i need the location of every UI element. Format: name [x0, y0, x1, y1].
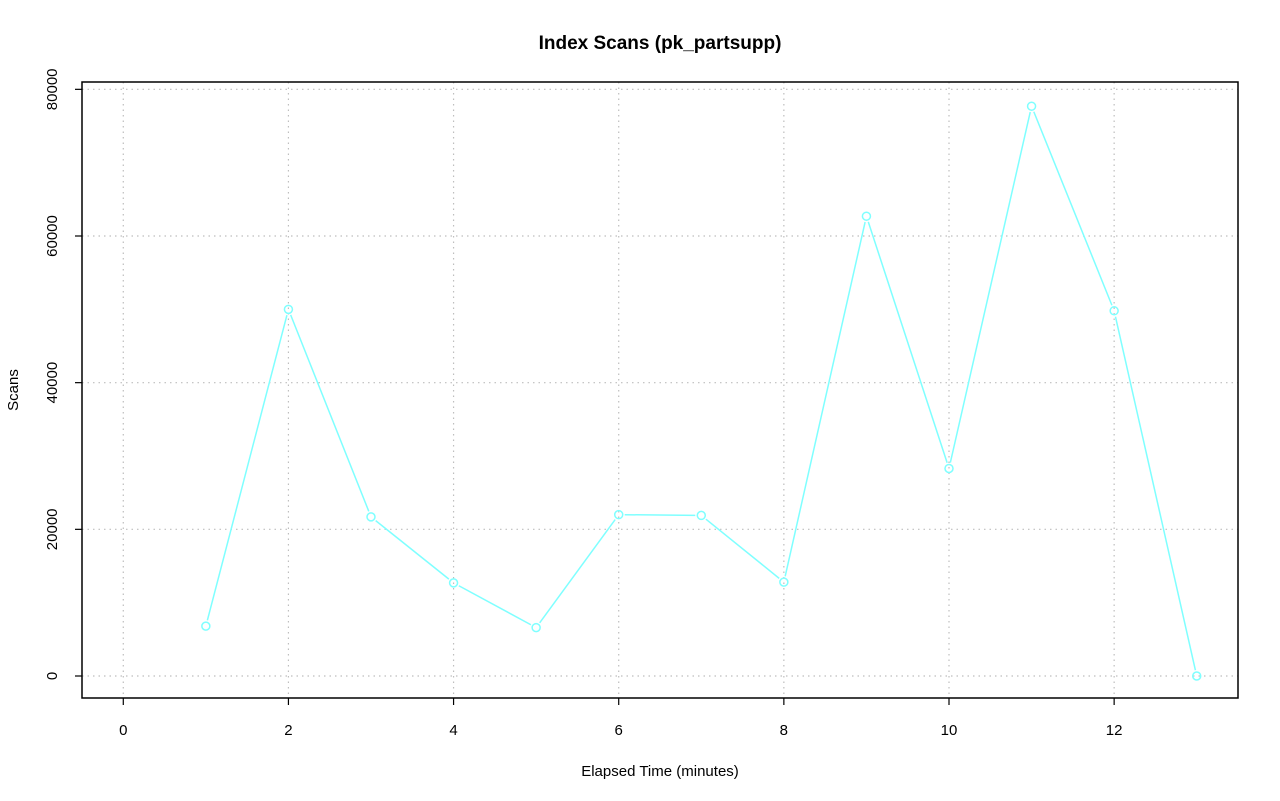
grid: [82, 82, 1238, 698]
data-point: [201, 621, 211, 631]
x-tick-label: 0: [119, 722, 127, 739]
series-line-segment: [289, 314, 370, 512]
x-axis: 0 2 4 6 8 10 12: [119, 698, 1122, 739]
x-axis-label: Elapsed Time (minutes): [581, 763, 739, 780]
data-point: [779, 577, 789, 587]
y-axis-label: Scans: [5, 369, 22, 411]
x-tick-label: 12: [1106, 722, 1123, 739]
chart-title: Index Scans (pk_partsupp): [539, 33, 782, 54]
series-line-segment: [539, 519, 616, 624]
series-line-segment: [867, 221, 948, 463]
y-tick-label: 80000: [44, 68, 61, 110]
series-line-segment: [705, 518, 780, 579]
data-point: [283, 304, 294, 315]
y-axis: 0 20000 40000 60000 80000: [44, 68, 82, 680]
series-line-segment: [458, 585, 532, 626]
x-tick-label: 8: [780, 722, 788, 739]
series-line-segment: [1114, 316, 1197, 671]
x-tick-label: 10: [941, 722, 958, 739]
series-line-segment: [949, 111, 1031, 463]
data-point: [1026, 101, 1037, 111]
y-tick-label: 60000: [44, 215, 61, 257]
y-tick-label: 20000: [44, 508, 61, 550]
x-tick-label: 4: [449, 722, 457, 739]
data-point: [1109, 306, 1119, 316]
series-layer: [201, 101, 1202, 681]
y-tick-label: 0: [44, 672, 61, 680]
data-point: [531, 622, 541, 633]
data-point: [613, 509, 624, 520]
plot-frame: [81, 81, 1239, 699]
x-tick-label: 2: [284, 722, 292, 739]
series-line-segment: [375, 520, 450, 580]
y-tick-label: 40000: [44, 362, 61, 404]
data-point: [366, 512, 376, 522]
data-point: [1191, 671, 1202, 681]
series-line-segment: [206, 314, 288, 621]
x-tick-label: 6: [615, 722, 623, 739]
data-point: [696, 510, 707, 521]
data-point: [861, 211, 872, 221]
data-point: [448, 578, 459, 588]
series-line-segment: [1033, 111, 1113, 306]
series-line-segment: [784, 221, 866, 577]
series-line-segment: [624, 513, 696, 517]
data-point: [944, 463, 954, 474]
